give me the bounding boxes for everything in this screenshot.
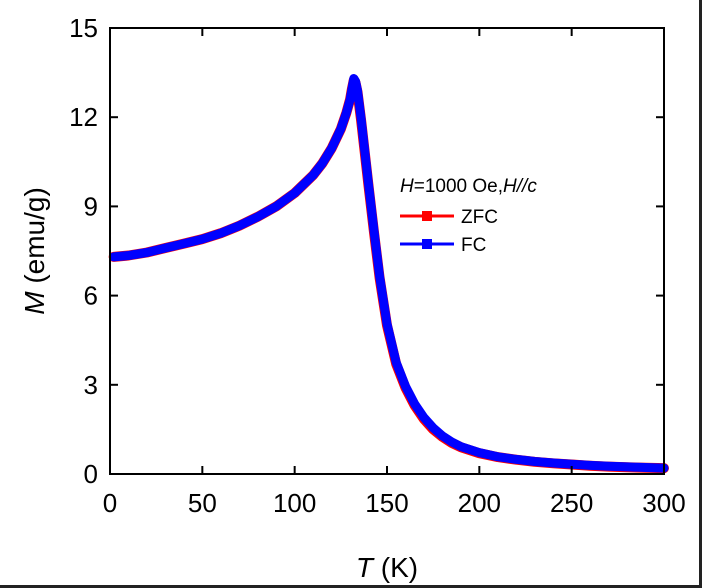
legend-title-dir-axis: c (527, 176, 537, 197)
x-tick-label: 300 (642, 488, 685, 518)
legend-fc-label: FC (461, 235, 486, 256)
series-line-zfc (108, 75, 669, 474)
legend-title-dir-sep: // (515, 176, 529, 197)
y-tick-label: 9 (84, 191, 98, 221)
x-tick-label: 50 (188, 488, 217, 518)
x-tick-label: 200 (458, 488, 501, 518)
y-tick-label: 0 (84, 459, 98, 489)
y-tick-label: 12 (69, 102, 98, 132)
x-axis-label-unit: (K) (373, 552, 418, 583)
x-tick-label: 100 (273, 488, 316, 518)
x-tick-label: 150 (365, 488, 408, 518)
legend-title-dir-var: H (503, 176, 517, 197)
y-axis-label: M (emu/g) (19, 187, 50, 315)
legend-fc-marker (422, 239, 432, 249)
series-line-fc (109, 74, 669, 473)
legend: H=1000 Oe,H//c ZFC FC (400, 176, 537, 256)
legend-title-h-value: =1000 Oe, (414, 176, 503, 197)
y-axis-label-var: M (19, 291, 50, 315)
x-axis-label-var: T (356, 552, 375, 583)
y-tick-label: 6 (84, 281, 98, 311)
y-tick-label: 15 (69, 13, 98, 43)
y-tick-label: 3 (84, 370, 98, 400)
legend-title: H=1000 Oe,H//c (400, 176, 537, 197)
legend-title-h-var: H (400, 176, 414, 197)
legend-zfc-marker (422, 211, 432, 221)
series-layer (108, 74, 669, 474)
legend-zfc-label: ZFC (461, 207, 498, 228)
tick-layer: 0 50 100 150 200 250 300 0 3 6 9 12 15 (69, 13, 686, 518)
x-axis-label: T (K) (356, 552, 418, 583)
x-tick-label: 250 (550, 488, 593, 518)
x-tick-label: 0 (103, 488, 117, 518)
plot-area-frame (109, 27, 665, 475)
y-axis-label-unit: (emu/g) (19, 187, 50, 291)
